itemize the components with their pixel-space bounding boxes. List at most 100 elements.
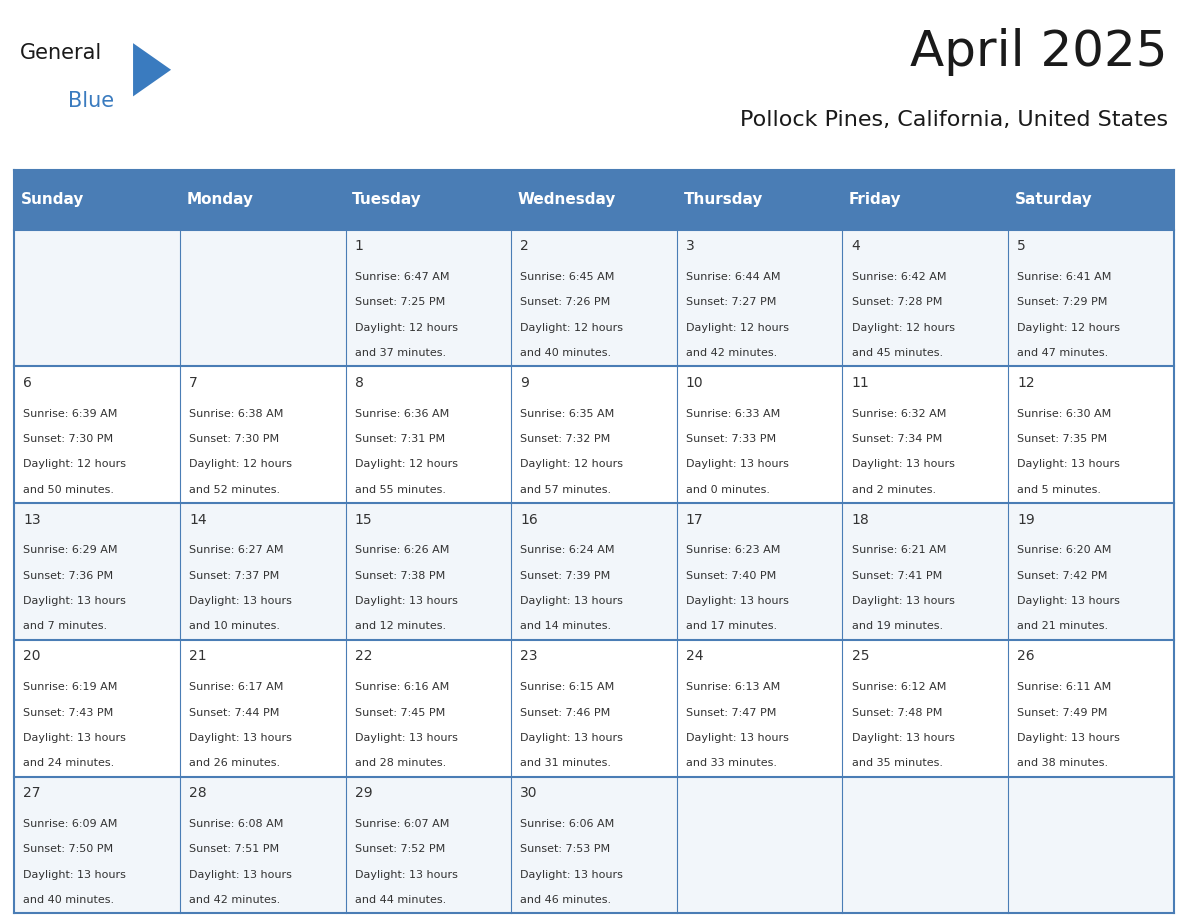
Text: 6: 6 [24,375,32,390]
Text: and 10 minutes.: and 10 minutes. [189,621,280,632]
Text: Daylight: 12 hours: Daylight: 12 hours [189,459,292,469]
Text: 5: 5 [1017,239,1026,253]
Text: Sunset: 7:30 PM: Sunset: 7:30 PM [24,434,114,444]
Text: Sunrise: 6:36 AM: Sunrise: 6:36 AM [355,409,449,419]
Text: 3: 3 [685,239,695,253]
Text: 13: 13 [24,512,42,527]
Text: Daylight: 13 hours: Daylight: 13 hours [852,596,954,606]
Text: and 0 minutes.: and 0 minutes. [685,485,770,495]
Text: Daylight: 13 hours: Daylight: 13 hours [685,459,789,469]
Text: Sunset: 7:37 PM: Sunset: 7:37 PM [189,571,279,581]
Text: and 19 minutes.: and 19 minutes. [852,621,943,632]
Text: 21: 21 [189,649,207,664]
Text: 9: 9 [520,375,529,390]
Text: and 7 minutes.: and 7 minutes. [24,621,107,632]
Text: Sunrise: 6:13 AM: Sunrise: 6:13 AM [685,682,781,692]
Text: Sunset: 7:28 PM: Sunset: 7:28 PM [852,297,942,308]
Text: 28: 28 [189,786,207,800]
Text: 2: 2 [520,239,529,253]
Text: Daylight: 13 hours: Daylight: 13 hours [520,596,624,606]
Text: Daylight: 13 hours: Daylight: 13 hours [189,869,292,879]
Text: 4: 4 [852,239,860,253]
Text: Sunset: 7:47 PM: Sunset: 7:47 PM [685,708,776,718]
Text: and 33 minutes.: and 33 minutes. [685,758,777,768]
Text: Sunrise: 6:20 AM: Sunrise: 6:20 AM [1017,545,1112,555]
Text: Sunrise: 6:41 AM: Sunrise: 6:41 AM [1017,272,1112,282]
Text: Sunset: 7:40 PM: Sunset: 7:40 PM [685,571,776,581]
Text: 20: 20 [24,649,40,664]
Text: 10: 10 [685,375,703,390]
Text: Sunset: 7:46 PM: Sunset: 7:46 PM [520,708,611,718]
Text: Daylight: 12 hours: Daylight: 12 hours [520,459,624,469]
Text: Sunrise: 6:08 AM: Sunrise: 6:08 AM [189,819,284,829]
Text: Daylight: 13 hours: Daylight: 13 hours [685,733,789,743]
Text: Thursday: Thursday [683,192,763,207]
Text: Daylight: 13 hours: Daylight: 13 hours [1017,459,1120,469]
Text: Sunset: 7:52 PM: Sunset: 7:52 PM [355,845,444,855]
Text: Blue: Blue [68,91,114,111]
Text: Pollock Pines, California, United States: Pollock Pines, California, United States [740,110,1168,130]
Text: 26: 26 [1017,649,1035,664]
Text: and 46 minutes.: and 46 minutes. [520,895,612,905]
Text: and 26 minutes.: and 26 minutes. [189,758,280,768]
Text: Sunset: 7:45 PM: Sunset: 7:45 PM [355,708,444,718]
Text: Sunrise: 6:33 AM: Sunrise: 6:33 AM [685,409,781,419]
Text: Daylight: 13 hours: Daylight: 13 hours [355,869,457,879]
Text: Daylight: 13 hours: Daylight: 13 hours [189,596,292,606]
Text: and 28 minutes.: and 28 minutes. [355,758,446,768]
Text: Daylight: 13 hours: Daylight: 13 hours [1017,733,1120,743]
Text: General: General [20,43,102,63]
Text: 7: 7 [189,375,197,390]
Bar [14,777,1174,913]
Text: Daylight: 12 hours: Daylight: 12 hours [355,322,457,332]
Text: Sunset: 7:36 PM: Sunset: 7:36 PM [24,571,114,581]
Text: Tuesday: Tuesday [352,192,422,207]
Text: 14: 14 [189,512,207,527]
Text: and 38 minutes.: and 38 minutes. [1017,758,1108,768]
Text: Daylight: 13 hours: Daylight: 13 hours [189,733,292,743]
Text: Friday: Friday [849,192,902,207]
Text: Sunrise: 6:27 AM: Sunrise: 6:27 AM [189,545,284,555]
Text: Sunset: 7:53 PM: Sunset: 7:53 PM [520,845,611,855]
Text: Sunset: 7:50 PM: Sunset: 7:50 PM [24,845,114,855]
Text: Sunset: 7:35 PM: Sunset: 7:35 PM [1017,434,1107,444]
Text: and 2 minutes.: and 2 minutes. [852,485,936,495]
Text: Sunset: 7:33 PM: Sunset: 7:33 PM [685,434,776,444]
Text: Sunrise: 6:12 AM: Sunrise: 6:12 AM [852,682,946,692]
Text: Sunset: 7:43 PM: Sunset: 7:43 PM [24,708,114,718]
Text: Saturday: Saturday [1015,192,1093,207]
Text: 19: 19 [1017,512,1035,527]
Text: Sunset: 7:25 PM: Sunset: 7:25 PM [355,297,444,308]
Text: Monday: Monday [187,192,253,207]
Text: Sunrise: 6:45 AM: Sunrise: 6:45 AM [520,272,614,282]
Text: Sunrise: 6:39 AM: Sunrise: 6:39 AM [24,409,118,419]
Text: Sunrise: 6:16 AM: Sunrise: 6:16 AM [355,682,449,692]
Text: Daylight: 12 hours: Daylight: 12 hours [520,322,624,332]
Text: Daylight: 13 hours: Daylight: 13 hours [852,459,954,469]
Text: and 17 minutes.: and 17 minutes. [685,621,777,632]
Text: Sunrise: 6:23 AM: Sunrise: 6:23 AM [685,545,781,555]
Text: April 2025: April 2025 [910,28,1168,75]
Text: Daylight: 13 hours: Daylight: 13 hours [1017,596,1120,606]
Text: Sunrise: 6:09 AM: Sunrise: 6:09 AM [24,819,118,829]
Text: Sunset: 7:39 PM: Sunset: 7:39 PM [520,571,611,581]
Bar [14,230,1174,366]
Text: Sunrise: 6:44 AM: Sunrise: 6:44 AM [685,272,781,282]
Text: Sunset: 7:42 PM: Sunset: 7:42 PM [1017,571,1107,581]
Text: Daylight: 12 hours: Daylight: 12 hours [685,322,789,332]
Text: Daylight: 12 hours: Daylight: 12 hours [852,322,955,332]
Text: Sunset: 7:32 PM: Sunset: 7:32 PM [520,434,611,444]
Text: Sunrise: 6:47 AM: Sunrise: 6:47 AM [355,272,449,282]
Text: 27: 27 [24,786,40,800]
Text: 30: 30 [520,786,538,800]
Text: Sunset: 7:31 PM: Sunset: 7:31 PM [355,434,444,444]
Text: and 21 minutes.: and 21 minutes. [1017,621,1108,632]
Text: Sunset: 7:30 PM: Sunset: 7:30 PM [189,434,279,444]
Bar [14,640,1174,777]
Text: Sunrise: 6:32 AM: Sunrise: 6:32 AM [852,409,946,419]
Text: and 57 minutes.: and 57 minutes. [520,485,612,495]
Text: Sunset: 7:34 PM: Sunset: 7:34 PM [852,434,942,444]
Text: Sunset: 7:51 PM: Sunset: 7:51 PM [189,845,279,855]
Text: and 12 minutes.: and 12 minutes. [355,621,446,632]
Text: and 44 minutes.: and 44 minutes. [355,895,446,905]
